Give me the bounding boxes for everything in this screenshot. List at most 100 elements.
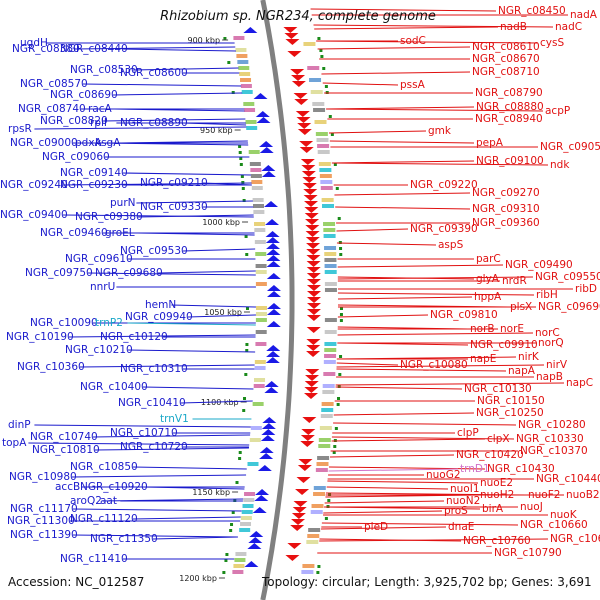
left-gene-label: NGR_c11120 [70,513,138,525]
gene-arrow-minus [243,27,258,33]
right-gene-label: nrdR [502,275,527,287]
gene-arrow-minus [266,255,281,261]
annotation-block [255,252,267,256]
right-gene-label: acpP [545,105,570,117]
right-gene-label: NGR_c10420 [456,449,524,461]
left-leader-line [28,442,250,446]
gene-arrow-plus [299,147,314,153]
right-leader-line [317,46,471,50]
right-gene-label: nirV [546,359,568,371]
annotation-block [254,228,266,232]
left-gene-label: hemN [145,299,176,311]
accession-text: Accession: NC_012587 [8,575,144,589]
annotation-block [323,372,336,376]
annotation-block [235,48,247,52]
right-leader-line [326,108,544,112]
right-gene-label: nirK [518,351,540,363]
gc-marker [339,253,343,256]
gc-marker [330,133,334,136]
gene-arrow-plus [306,285,321,291]
left-leader-line [82,83,242,87]
gc-marker [238,457,242,460]
right-gene-label: NGR_c09550 [535,271,600,283]
left-gene-label: NGR_c08380 [12,43,80,55]
right-leader-line [322,82,399,86]
annotation-block [238,66,250,70]
right-gene-label: nuoI1 [450,483,480,495]
annotation-block [318,162,331,166]
gene-arrow-plus [306,351,321,357]
gene-arrow-minus [265,219,280,225]
right-gene-label: nuoE2 [480,477,513,489]
left-leader-line [79,364,255,368]
right-leader-line [331,438,486,442]
annotation-block [324,246,337,250]
gc-marker [245,343,249,346]
gene-arrow-minus [266,261,281,267]
left-gene-label: NGR_c08740 [18,103,86,115]
left-leader-line [136,200,253,204]
annotation-block [241,90,253,94]
gene-arrow-minus [266,321,281,327]
right-gene-label: napE [470,353,496,365]
gc-marker [322,67,326,70]
gene-arrow-plus [303,195,318,201]
gene-arrow-plus [298,459,313,465]
left-gene-label: NGR_c10360 [17,361,85,373]
annotation-block [323,222,336,226]
gc-marker [339,247,343,250]
annotation-block [311,504,324,508]
left-gene-label: NGR_c10210 [65,344,133,356]
left-gene-label: nnrU [90,281,115,293]
right-leader-line [337,292,535,296]
gene-arrow-plus [291,81,306,87]
left-leader-line [94,447,249,451]
right-gene-label: cysS [540,37,564,49]
left-gene-label: NGR_c10310 [120,363,188,375]
gene-arrow-plus [305,375,320,381]
gene-arrow-plus [300,435,315,441]
left-gene-label: ksgA [95,137,121,149]
gene-arrow-minus [264,387,279,393]
left-leader-line [132,466,247,470]
annotation-block [236,54,248,58]
gene-arrow-plus [304,381,319,387]
gene-arrow-plus [302,177,317,183]
gc-marker [223,37,227,40]
gc-marker [317,565,321,568]
gene-arrow-minus [247,543,262,549]
left-leader-line [152,536,238,540]
gc-marker [338,241,342,244]
scale-ticks: 900 kbp 950 kbp 1000 kbp 1050 kbp 1100 kbp 11… [179,36,250,583]
annotation-block [233,36,245,40]
left-leader-line [137,232,255,236]
left-leader-line [34,126,247,130]
gene-arrow-plus [297,129,312,135]
right-gene-label: NGR_c09690 [538,301,600,313]
right-gene-label: nuoB2 [566,489,600,501]
gene-arrow-minus [262,417,277,423]
gc-marker [235,481,239,484]
right-leader-line [328,468,459,472]
gene-arrow-minus [244,561,259,567]
gene-arrow-plus [306,261,321,267]
annotation-block [242,504,254,508]
gene-arrow-minus [252,507,267,513]
annotation-block [245,120,257,124]
gene-arrow-minus [266,291,281,297]
left-leader-line [92,434,251,438]
annotation-block [314,120,327,124]
gene-arrow-minus [260,435,275,441]
gc-marker [225,553,229,556]
left-gene-label: NGR_c08570 [20,78,88,90]
scale-tick-label: 1200 kbp [179,574,217,583]
gc-marker [334,427,338,430]
annotation-block [255,318,267,322]
gene-arrow-minus [261,423,276,429]
gene-arrow-plus [285,555,300,561]
gc-marker [339,355,343,358]
right-gene-label: NGR_c10440 [536,473,600,485]
left-leader-line [127,349,256,353]
gc-marker [337,217,341,220]
